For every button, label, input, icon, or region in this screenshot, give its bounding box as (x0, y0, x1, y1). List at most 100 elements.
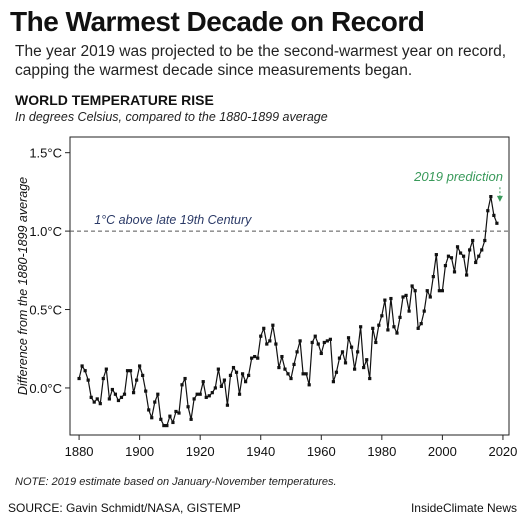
prediction-arrow-icon (496, 195, 503, 202)
publisher-credit: InsideClimate News (410, 501, 517, 515)
x-tick-label: 2020 (488, 444, 517, 459)
data-point (337, 356, 342, 360)
data-point (128, 369, 133, 373)
data-point (495, 221, 499, 225)
data-point (452, 270, 457, 274)
data-point (377, 323, 381, 327)
data-point (95, 397, 99, 401)
data-point (455, 245, 460, 249)
data-point (419, 322, 423, 326)
data-point (107, 397, 111, 401)
data-point (322, 340, 326, 345)
data-point (346, 336, 351, 340)
data-point (156, 392, 160, 396)
data-point (328, 337, 332, 341)
data-point (110, 387, 114, 392)
data-point (180, 383, 184, 387)
data-point (389, 296, 393, 301)
chart-title: The Warmest Decade on Record (10, 6, 425, 37)
data-point (313, 334, 317, 338)
data-point (265, 342, 269, 346)
data-point (362, 365, 366, 370)
data-point (471, 238, 475, 243)
data-point (343, 361, 348, 365)
data-point (465, 273, 469, 277)
data-point (428, 295, 432, 299)
y-axis-label: Difference from the 1880-1899 average (16, 177, 30, 395)
data-point (104, 367, 108, 371)
data-point (101, 376, 105, 381)
x-tick-label: 1900 (125, 444, 154, 459)
data-point (449, 256, 454, 260)
data-point (413, 289, 417, 293)
data-point (234, 370, 239, 374)
data-point (474, 260, 478, 265)
data-point (486, 209, 490, 213)
data-point (259, 334, 263, 338)
data-point (416, 326, 420, 330)
data-point (352, 367, 357, 371)
data-point (443, 264, 448, 268)
data-point (316, 342, 320, 346)
data-point (446, 254, 451, 258)
y-tick-label: 1.5°C (29, 146, 62, 161)
data-point (113, 392, 118, 396)
data-point (425, 289, 429, 293)
data-point (222, 378, 227, 382)
data-point (359, 325, 363, 329)
data-point (371, 326, 375, 330)
data-point (365, 358, 369, 362)
data-point (119, 395, 124, 399)
data-point (116, 398, 121, 403)
data-point (280, 354, 284, 359)
data-point (477, 254, 481, 258)
data-point (289, 376, 293, 381)
data-point (171, 420, 175, 425)
data-point (237, 392, 242, 396)
data-point (319, 351, 323, 356)
data-point (283, 367, 287, 371)
data-point (398, 315, 402, 319)
data-point (395, 331, 399, 335)
data-point (244, 380, 248, 384)
data-point (422, 309, 426, 313)
data-point (183, 376, 187, 381)
data-point (298, 339, 302, 343)
data-point (374, 340, 378, 345)
data-point (437, 289, 441, 293)
data-point (392, 325, 396, 329)
data-point (295, 350, 299, 354)
data-point (80, 364, 84, 368)
data-point (480, 248, 484, 252)
data-point (407, 309, 411, 313)
data-point (162, 423, 166, 428)
data-point (228, 373, 233, 377)
data-point (207, 394, 211, 398)
chart-subtitle: The year 2019 was projected to be the se… (15, 43, 507, 79)
data-point (325, 339, 329, 343)
data-point (225, 403, 230, 407)
data-point (410, 284, 414, 288)
data-point (292, 362, 296, 367)
data-point (98, 402, 102, 406)
data-point (177, 411, 181, 415)
data-point (159, 417, 163, 421)
data-point (468, 248, 472, 252)
data-point (304, 372, 308, 376)
data-point (147, 408, 151, 412)
data-point (489, 195, 493, 199)
y-tick-label: 1.0°C (29, 224, 62, 239)
data-point (219, 384, 223, 388)
data-point (380, 314, 384, 318)
data-point (368, 376, 372, 381)
data-point (253, 354, 257, 359)
data-point (331, 380, 335, 384)
x-tick-label: 1980 (367, 444, 396, 459)
data-point (310, 340, 314, 345)
data-point (186, 405, 190, 409)
data-point (271, 323, 275, 327)
data-point (122, 392, 127, 396)
data-point (138, 364, 142, 368)
data-point (150, 416, 154, 420)
data-point (274, 342, 278, 346)
